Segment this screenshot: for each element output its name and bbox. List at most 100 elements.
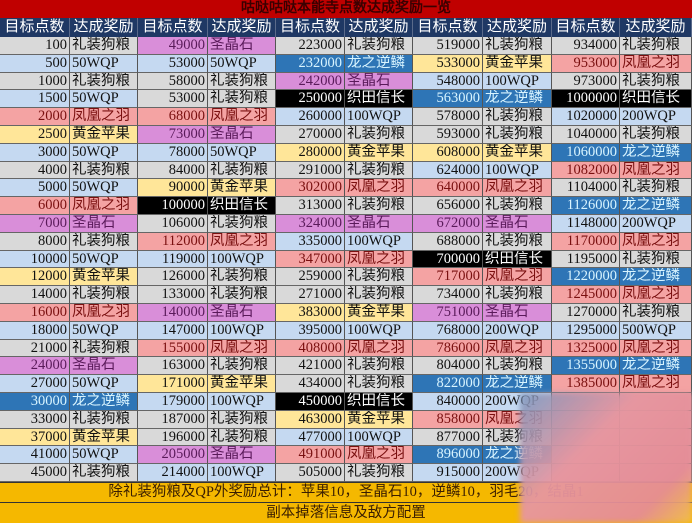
reward-cell: 凤凰之羽 (345, 446, 413, 465)
points-cell: 533000 (413, 54, 483, 73)
points-cell: 896000 (413, 446, 483, 465)
reward-cell: 凤凰之羽 (620, 339, 692, 358)
reward-cell: 礼装狗粮 (345, 375, 413, 393)
points-cell: 58000 (138, 72, 208, 91)
reward-cell: 礼装狗粮 (345, 357, 413, 376)
reward-cell: 100WQP (208, 321, 276, 340)
reward-cell (620, 428, 692, 447)
points-cell: 347000 (276, 250, 345, 269)
reward-cell: 龙之逆鳞 (620, 143, 692, 162)
points-cell: 395000 (276, 321, 345, 340)
points-cell: 688000 (413, 232, 483, 251)
reward-cell: 黄金苹果 (208, 375, 276, 393)
points-cell (552, 464, 620, 482)
points-cell: 12000 (0, 268, 70, 287)
reward-cell: 礼装狗粮 (345, 197, 413, 215)
reward-cell: 100WQP (345, 232, 413, 251)
points-cell: 84000 (138, 161, 208, 180)
points-cell: 734000 (413, 286, 483, 304)
reward-cell: 50WQP (70, 179, 138, 198)
points-cell: 302000 (276, 179, 345, 198)
reward-cell: 礼装狗粮 (70, 161, 138, 180)
points-cell: 90000 (138, 179, 208, 198)
reward-cell: 礼装狗粮 (208, 214, 276, 233)
reward-cell: 龙之逆鳞 (483, 375, 552, 393)
points-cell: 1170000 (552, 232, 620, 251)
points-cell: 804000 (413, 357, 483, 376)
points-cell: 270000 (276, 125, 345, 144)
points-cell: 672000 (413, 214, 483, 233)
reward-cell: 凤凰之羽 (208, 108, 276, 126)
points-cell: 30000 (0, 392, 70, 411)
reward-cell: 织田信长 (345, 392, 413, 411)
points-cell: 822000 (413, 375, 483, 393)
points-cell: 53000 (138, 54, 208, 73)
points-cell: 768000 (413, 321, 483, 340)
points-cell: 5000 (0, 179, 70, 198)
reward-cell: 礼装狗粮 (483, 125, 552, 144)
reward-cell: 黄金苹果 (345, 143, 413, 162)
reward-cell: 龙之逆鳞 (620, 357, 692, 376)
points-cell: 1000000 (552, 90, 620, 109)
points-cell: 1000 (0, 72, 70, 91)
reward-cell: 100WQP (345, 428, 413, 447)
points-cell: 214000 (138, 464, 208, 482)
points-cell: 717000 (413, 268, 483, 287)
points-cell: 1295000 (552, 321, 620, 340)
column-header: 目标点数 (276, 18, 345, 37)
points-cell: 608000 (413, 143, 483, 162)
points-cell: 155000 (138, 339, 208, 358)
reward-cell: 礼装狗粮 (620, 303, 692, 322)
points-cell: 205000 (138, 446, 208, 465)
points-cell: 171000 (138, 375, 208, 393)
points-cell: 1500 (0, 90, 70, 109)
points-cell: 1220000 (552, 268, 620, 287)
reward-cell: 黄金苹果 (483, 143, 552, 162)
points-cell: 593000 (413, 125, 483, 144)
reward-cell: 圣晶石 (483, 303, 552, 322)
reward-cell: 凤凰之羽 (345, 179, 413, 198)
reward-summary: 除礼装狗粮及QP外奖励总计：苹果10，圣晶石10，逆鳞10，羽毛20，结晶1 (0, 482, 692, 502)
reward-cell: 凤凰之羽 (208, 339, 276, 358)
points-cell: 18000 (0, 321, 70, 340)
points-cell: 1385000 (552, 375, 620, 393)
reward-cell: 凤凰之羽 (70, 303, 138, 322)
points-cell: 133000 (138, 286, 208, 304)
reward-cell: 圣晶石 (70, 357, 138, 376)
points-cell: 179000 (138, 392, 208, 411)
points-cell: 450000 (276, 392, 345, 411)
reward-cell: 礼装狗粮 (620, 72, 692, 91)
points-cell: 1104000 (552, 179, 620, 198)
points-cell: 500 (0, 54, 70, 73)
points-cell: 119000 (138, 250, 208, 269)
reward-cell: 50WQP (70, 375, 138, 393)
dungeon-info-link[interactable]: 副本掉落信息及敌方配置 (0, 502, 692, 523)
reward-cell: 黄金苹果 (483, 54, 552, 73)
reward-cell: 礼装狗粮 (345, 464, 413, 482)
page-title: 咕哒咕哒本能寺点数达成奖励一览 (0, 0, 692, 18)
points-cell: 463000 (276, 410, 345, 429)
reward-cell: 200WQP (620, 214, 692, 233)
points-cell: 1195000 (552, 250, 620, 269)
reward-cell: 圣晶石 (345, 72, 413, 91)
points-cell: 700000 (413, 250, 483, 269)
points-cell: 563000 (413, 90, 483, 109)
points-cell: 491000 (276, 446, 345, 465)
column-header: 目标点数 (0, 18, 70, 37)
points-cell: 49000 (138, 37, 208, 55)
points-cell (552, 428, 620, 447)
reward-cell: 礼装狗粮 (208, 286, 276, 304)
points-cell (552, 410, 620, 429)
reward-cell: 礼装狗粮 (345, 37, 413, 55)
reward-cell: 礼装狗粮 (208, 410, 276, 429)
points-cell: 33000 (0, 410, 70, 429)
reward-cell: 凤凰之羽 (620, 54, 692, 73)
reward-cell: 凤凰之羽 (208, 232, 276, 251)
points-cell: 877000 (413, 428, 483, 447)
reward-cell: 圣晶石 (208, 37, 276, 55)
points-cell: 260000 (276, 108, 345, 126)
points-cell: 280000 (276, 143, 345, 162)
points-cell: 7000 (0, 214, 70, 233)
points-cell: 840000 (413, 392, 483, 411)
points-cell: 242000 (276, 72, 345, 91)
